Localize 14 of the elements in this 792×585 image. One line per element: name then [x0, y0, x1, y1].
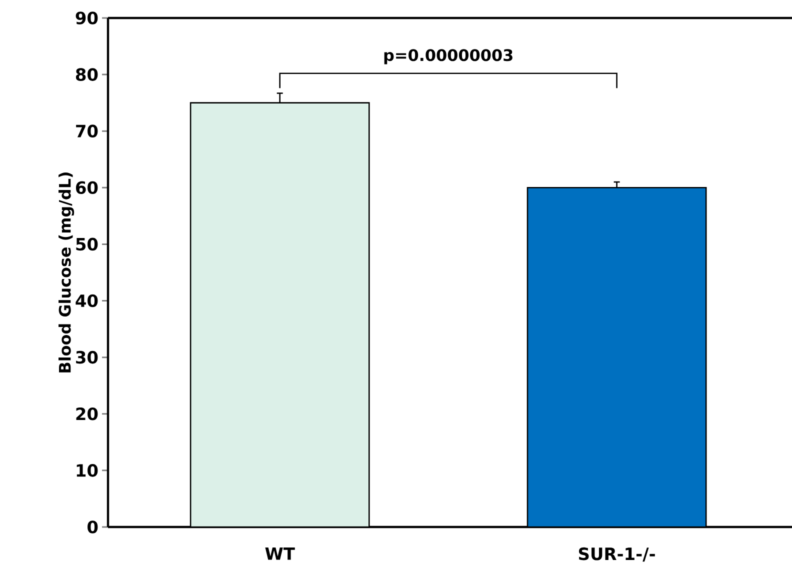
y-tick-label: 70 — [76, 124, 98, 138]
y-axis-title: Blood Glucose (mg/dL) — [58, 172, 74, 372]
y-tick-label: 50 — [76, 238, 98, 251]
y-tick-label: 60 — [76, 181, 98, 194]
annotation: p=0.00000003 — [384, 49, 512, 64]
y-tick-label: 20 — [76, 407, 98, 420]
y-tick-label: 0 — [88, 520, 98, 534]
y-tick-label: 90 — [76, 12, 98, 24]
x-tick-label: SUR-1-/- — [578, 547, 655, 562]
y-tick-label: 40 — [76, 294, 98, 308]
y-tick-label: 10 — [76, 464, 98, 477]
x-tick-label: WT — [265, 547, 295, 560]
y-tick-label: 80 — [76, 68, 98, 81]
y-tick-label: 30 — [76, 350, 98, 364]
